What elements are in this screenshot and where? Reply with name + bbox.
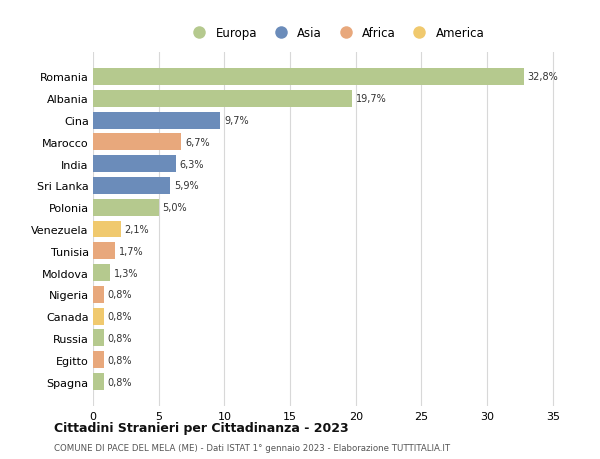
Text: 1,3%: 1,3% bbox=[114, 268, 139, 278]
Text: 0,8%: 0,8% bbox=[107, 312, 132, 321]
Text: 6,7%: 6,7% bbox=[185, 138, 209, 147]
Bar bbox=[93, 90, 352, 107]
Text: 5,0%: 5,0% bbox=[163, 203, 187, 213]
Text: 2,1%: 2,1% bbox=[125, 224, 149, 235]
Bar bbox=[93, 69, 524, 86]
Text: 6,3%: 6,3% bbox=[179, 159, 204, 169]
Legend: Europa, Asia, Africa, America: Europa, Asia, Africa, America bbox=[184, 23, 488, 43]
Bar bbox=[93, 221, 121, 238]
Text: 19,7%: 19,7% bbox=[356, 94, 386, 104]
Text: COMUNE DI PACE DEL MELA (ME) - Dati ISTAT 1° gennaio 2023 - Elaborazione TUTTITA: COMUNE DI PACE DEL MELA (ME) - Dati ISTA… bbox=[54, 443, 450, 452]
Text: 9,7%: 9,7% bbox=[224, 116, 249, 126]
Bar bbox=[93, 308, 104, 325]
Bar bbox=[93, 178, 170, 195]
Text: 32,8%: 32,8% bbox=[528, 73, 559, 82]
Text: 0,8%: 0,8% bbox=[107, 355, 132, 365]
Bar bbox=[93, 134, 181, 151]
Text: Cittadini Stranieri per Cittadinanza - 2023: Cittadini Stranieri per Cittadinanza - 2… bbox=[54, 421, 349, 434]
Bar bbox=[93, 156, 176, 173]
Bar bbox=[93, 330, 104, 347]
Text: 0,8%: 0,8% bbox=[107, 290, 132, 300]
Text: 5,9%: 5,9% bbox=[175, 181, 199, 191]
Bar bbox=[93, 264, 110, 281]
Bar bbox=[93, 243, 115, 260]
Text: 0,8%: 0,8% bbox=[107, 377, 132, 386]
Bar bbox=[93, 352, 104, 369]
Text: 0,8%: 0,8% bbox=[107, 333, 132, 343]
Bar bbox=[93, 373, 104, 390]
Text: 1,7%: 1,7% bbox=[119, 246, 144, 256]
Bar bbox=[93, 199, 158, 216]
Bar bbox=[93, 112, 220, 129]
Bar bbox=[93, 286, 104, 303]
